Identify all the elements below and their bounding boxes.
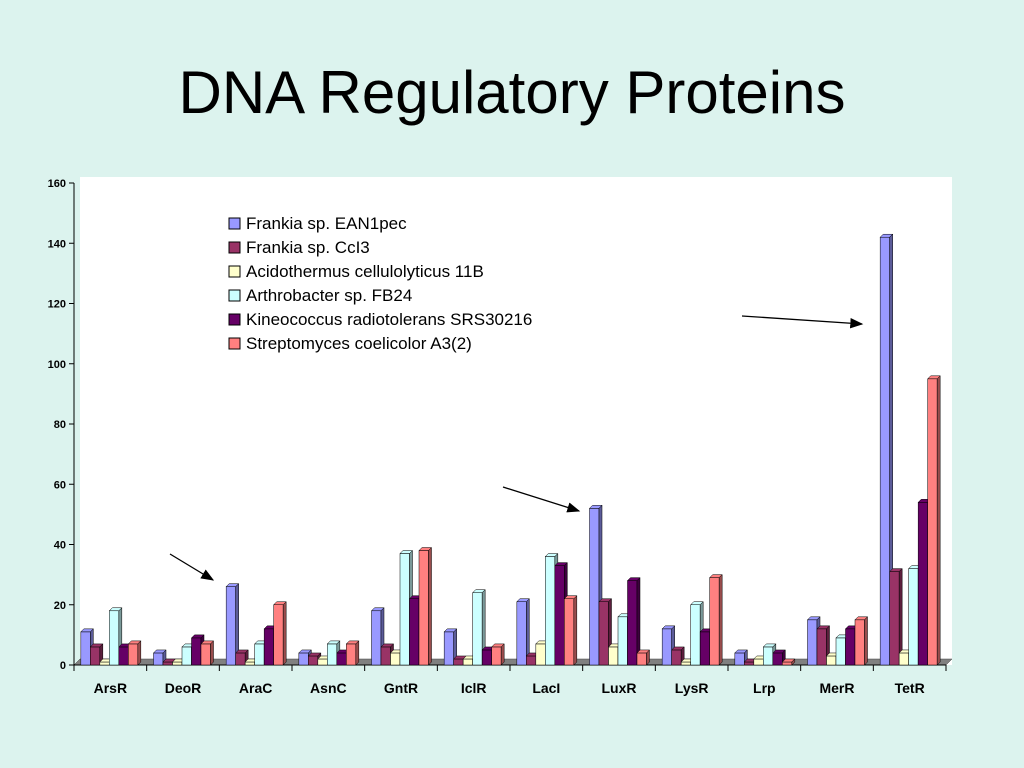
x-tick-label: LuxR [602, 680, 637, 696]
legend-entry: Streptomyces coelicolor A3(2) [246, 334, 472, 353]
plot-area [73, 177, 953, 666]
y-tick-label: 100 [48, 359, 66, 371]
annotations [169, 315, 864, 581]
arrow-annotation [502, 486, 581, 513]
y-tick-label: 20 [54, 600, 66, 612]
bar [636, 649, 651, 666]
y-tick-label: 0 [60, 660, 66, 672]
legend-swatch [228, 337, 241, 350]
y-tick-label: 120 [48, 299, 66, 311]
legend-swatch [228, 241, 241, 254]
slide-title: DNA Regulatory Proteins [178, 59, 846, 126]
bar [273, 601, 287, 666]
plot-background [80, 177, 952, 665]
x-tick-label: AsnC [310, 680, 347, 696]
bar [225, 583, 240, 666]
arrow-annotation [741, 315, 864, 329]
legend: Frankia sp. EAN1pec Frankia sp. CcI3 Acido… [228, 214, 532, 353]
bar [927, 375, 941, 666]
x-tick-label: LysR [675, 680, 709, 696]
bars [80, 233, 941, 666]
bar [516, 598, 530, 666]
axes: 0 20 40 60 80 100 120 140 160 ArsR DeoR AraC AsnC Gnt… [48, 178, 947, 696]
bar [889, 568, 903, 666]
legend-entry: Frankia sp. EAN1pec [246, 214, 407, 233]
legend-swatch [228, 313, 241, 326]
x-tick-label: TetR [895, 680, 925, 696]
arrow-annotation [169, 553, 215, 581]
bar [345, 640, 360, 666]
y-tick-label: 80 [54, 419, 66, 431]
x-tick-label: MerR [819, 680, 854, 696]
x-tick-label: DeoR [165, 680, 202, 696]
x-tick-label: Lrp [753, 680, 776, 696]
bar [200, 640, 215, 666]
legend-swatch [228, 217, 241, 230]
y-tick-label: 140 [48, 238, 66, 250]
bar [854, 616, 869, 666]
x-tick-label: GntR [384, 680, 418, 696]
bar [709, 574, 723, 666]
bar [734, 649, 748, 666]
legend-entry: Arthrobacter sp. FB24 [246, 286, 412, 305]
bar [472, 589, 486, 666]
bar [127, 640, 142, 666]
bar [491, 643, 505, 666]
bar [879, 233, 894, 666]
bar [152, 649, 167, 666]
legend-entry: Frankia sp. CcI3 [246, 238, 370, 257]
bar [418, 546, 433, 666]
legend-swatch [228, 289, 241, 302]
bar [563, 595, 578, 666]
x-tick-label: IclR [461, 680, 487, 696]
legend-swatch [228, 265, 241, 278]
y-tick-label: 160 [48, 178, 66, 190]
bar [443, 628, 458, 666]
bar [781, 658, 796, 666]
x-tick-label: ArsR [94, 680, 127, 696]
y-tick-label: 40 [54, 540, 66, 552]
x-tick-label: AraC [239, 680, 272, 696]
y-tick-label: 60 [54, 479, 66, 491]
legend-entry: Acidothermus cellulolyticus 11B [246, 262, 484, 281]
legend-entry: Kineococcus radiotolerans SRS30216 [246, 310, 532, 329]
x-tick-label: LacI [532, 680, 560, 696]
